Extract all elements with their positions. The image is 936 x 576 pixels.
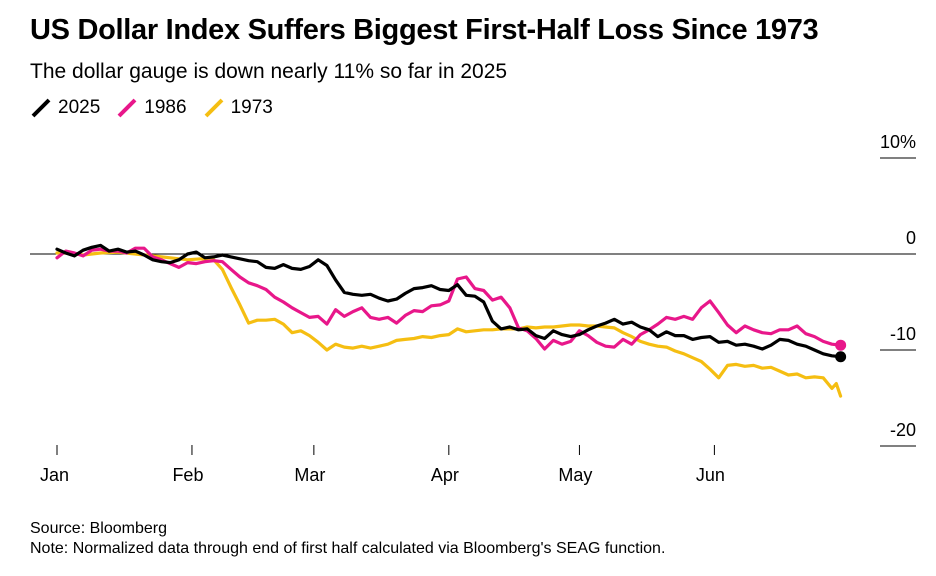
x-tick-label-2: Mar xyxy=(294,465,325,485)
x-tick-label-4: May xyxy=(558,465,592,485)
chart-title: US Dollar Index Suffers Biggest First-Ha… xyxy=(30,14,819,46)
series-line-1986 xyxy=(55,246,843,351)
legend: 2025 1986 1973 xyxy=(30,97,273,119)
series-endpoint-1986 xyxy=(835,339,847,351)
y-tick-label-1: 0 xyxy=(906,228,916,248)
legend-item-1986: 1986 xyxy=(116,97,187,119)
chart-subtitle: The dollar gauge is down nearly 11% so f… xyxy=(30,60,508,83)
legend-item-2025: 2025 xyxy=(30,97,100,119)
legend-label-1986: 1986 xyxy=(144,97,187,118)
series-line-1973 xyxy=(55,250,843,398)
x-tick-label-3: Apr xyxy=(431,465,459,485)
note-text: Note: Normalized data through end of fir… xyxy=(30,540,666,557)
legend-swatch-1986 xyxy=(117,98,137,118)
source-text: Source: Bloomberg xyxy=(30,520,167,537)
legend-swatch-2025 xyxy=(31,98,51,118)
legend-item-1973: 1973 xyxy=(203,97,273,119)
legend-label-2025: 2025 xyxy=(58,97,101,118)
legend-swatch-1973 xyxy=(204,98,223,118)
footer: Source: Bloomberg Note: Normalized data … xyxy=(30,519,665,559)
y-tick-label-0: 10% xyxy=(880,132,916,152)
x-tick-label-5: Jun xyxy=(696,465,725,485)
series-line-2025 xyxy=(55,243,843,359)
series-endpoint-2025 xyxy=(835,351,847,363)
x-tick-label-0: Jan xyxy=(40,465,69,485)
y-tick-label-3: -20 xyxy=(890,420,916,440)
y-tick-label-2: -10 xyxy=(890,324,916,344)
legend-label-1973: 1973 xyxy=(230,97,273,118)
x-tick-label-1: Feb xyxy=(172,465,203,485)
